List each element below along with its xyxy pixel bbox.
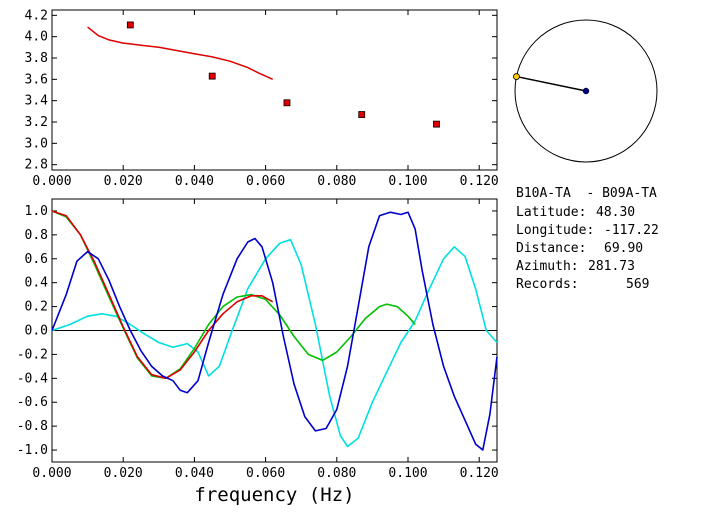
longitude-label: Longitude: bbox=[516, 223, 595, 238]
distance-label: Distance: bbox=[516, 241, 587, 256]
records-row: Records: 569 bbox=[516, 277, 649, 293]
measurement-point bbox=[126, 21, 134, 29]
top-y-tick-label: 3.4 bbox=[25, 94, 49, 109]
station-center-dot bbox=[582, 87, 590, 95]
top-x-tick-label: 0.020 bbox=[104, 174, 143, 189]
records-label: Records: bbox=[516, 277, 579, 292]
series-line bbox=[51, 211, 498, 451]
station-end-dot bbox=[513, 73, 520, 80]
bottom-x-tick-label: 0.100 bbox=[388, 466, 427, 481]
longitude-value: -117.22 bbox=[604, 223, 659, 238]
azimuth-label: Azimuth: bbox=[516, 259, 579, 274]
records-value: 569 bbox=[626, 277, 650, 292]
station-pair-label: B10A-TA - B09A-TA bbox=[516, 186, 657, 201]
measurement-point bbox=[208, 72, 216, 80]
longitude-row: Longitude: -117.22 bbox=[516, 223, 659, 239]
measurement-point bbox=[358, 111, 366, 118]
bottom-y-tick-label: 0.4 bbox=[25, 276, 49, 291]
latitude-value: 48.30 bbox=[596, 205, 636, 220]
series-line bbox=[51, 210, 274, 380]
bottom-y-tick-label: 1.0 bbox=[25, 204, 48, 219]
measurement-point bbox=[433, 120, 440, 128]
latitude-row: Latitude: 48.30 bbox=[516, 205, 635, 221]
top-y-tick-label: 4.0 bbox=[25, 30, 48, 45]
bottom-y-tick-label: -0.8 bbox=[17, 419, 48, 434]
top-x-tick-label: 0.080 bbox=[317, 174, 356, 189]
bottom-y-tick-label: 0.6 bbox=[25, 252, 48, 267]
top-y-tick-label: 3.2 bbox=[25, 115, 48, 130]
latitude-label: Latitude: bbox=[516, 205, 587, 220]
bottom-y-tick-label: 0.2 bbox=[25, 300, 48, 315]
top-frame bbox=[51, 9, 498, 171]
top-x-tick-label: 0.120 bbox=[460, 174, 499, 189]
distance-value: 69.90 bbox=[604, 241, 644, 256]
measurement-point bbox=[283, 99, 291, 107]
top-y-tick-label: 3.0 bbox=[25, 136, 48, 151]
azimuth-line bbox=[516, 75, 587, 92]
compass-circle bbox=[514, 19, 658, 163]
top-y-tick-label: 4.2 bbox=[25, 8, 48, 23]
bottom-x-tick-label: 0.120 bbox=[460, 466, 499, 481]
bottom-x-tick-label: 0.040 bbox=[175, 466, 214, 481]
bottom-y-tick-label: -1.0 bbox=[17, 443, 48, 458]
bottom-x-tick-label: 0.060 bbox=[246, 466, 285, 481]
top-x-tick-label: 0.040 bbox=[175, 174, 214, 189]
top-y-tick-label: 3.8 bbox=[25, 51, 48, 66]
top-y-tick-label: 2.8 bbox=[25, 158, 48, 173]
bottom-y-tick-label: 0.8 bbox=[25, 228, 48, 243]
bottom-x-tick-label: 0.080 bbox=[317, 466, 356, 481]
bottom-y-tick-label: -0.4 bbox=[17, 371, 48, 386]
top-x-tick-label: 0.060 bbox=[246, 174, 285, 189]
top-y-tick-label: 3.6 bbox=[25, 72, 48, 87]
azimuth-compass bbox=[513, 19, 658, 163]
bottom-x-tick-label: 0.020 bbox=[104, 466, 143, 481]
top-x-tick-label: 0.000 bbox=[32, 174, 71, 189]
bottom-x-tick-label: 0.000 bbox=[32, 466, 71, 481]
bottom-y-tick-label: -0.2 bbox=[17, 347, 48, 362]
azimuth-row: Azimuth: 281.73 bbox=[516, 259, 635, 275]
azimuth-value: 281.73 bbox=[588, 259, 635, 274]
dispersion-curve bbox=[87, 26, 274, 80]
velocity-plot: 0.000 0.020 0.040 0.060 0.080 0.100 0.120 2.8 3.… bbox=[25, 8, 499, 189]
series-line bbox=[51, 238, 498, 448]
correlation-plot: 0.000 0.020 0.040 0.060 0.080 0.100 0.120 1.0 0.… bbox=[17, 198, 499, 506]
distance-row: Distance: 69.90 bbox=[516, 241, 643, 257]
bottom-y-tick-label: 0.0 bbox=[25, 324, 48, 339]
bottom-y-tick-label: -0.6 bbox=[17, 395, 48, 410]
top-x-tick-label: 0.100 bbox=[388, 174, 427, 189]
x-axis-label: frequency (Hz) bbox=[194, 484, 354, 506]
